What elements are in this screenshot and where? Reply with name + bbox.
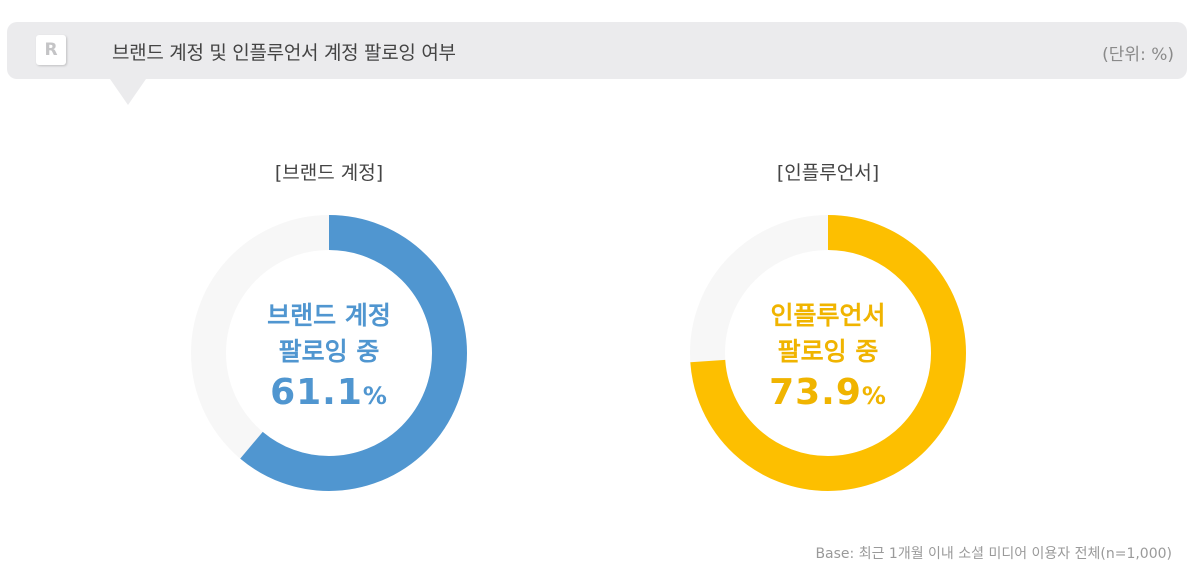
unit-label: (단위: %) <box>1102 45 1174 65</box>
center-value-brand: 61.1% <box>190 372 468 413</box>
header-bar <box>7 22 1187 79</box>
chart-title-brand: [브랜드 계정] <box>274 162 384 184</box>
center-line2: 팔로잉 중 <box>278 337 380 366</box>
center-value-influencer: 73.9% <box>689 372 967 413</box>
chart-title-influencer: [인플루언서] <box>776 162 880 184</box>
center-line2: 팔로잉 중 <box>777 337 879 366</box>
value-number: 73.9 <box>769 372 862 413</box>
page-title: 브랜드 계정 및 인플루언서 계정 팔로잉 여부 <box>112 42 456 64</box>
donut-chart-influencer <box>689 214 967 492</box>
donut-value-segment <box>191 215 467 491</box>
center-line1: 인플루언서 <box>770 301 886 330</box>
value-unit: % <box>861 382 887 410</box>
value-unit: % <box>362 382 388 410</box>
center-line1: 브랜드 계정 <box>267 301 391 330</box>
donut-chart-brand <box>190 214 468 492</box>
donut-value-segment <box>690 215 966 491</box>
logo-icon: R <box>36 35 66 65</box>
logo-letter: R <box>44 40 58 60</box>
header-pointer <box>110 79 146 105</box>
value-number: 61.1 <box>270 372 363 413</box>
center-label-brand: 브랜드 계정 팔로잉 중 <box>190 298 468 370</box>
center-label-influencer: 인플루언서 팔로잉 중 <box>689 298 967 370</box>
base-note: Base: 최근 1개월 이내 소셜 미디어 이용자 전체(n=1,000) <box>815 546 1172 562</box>
